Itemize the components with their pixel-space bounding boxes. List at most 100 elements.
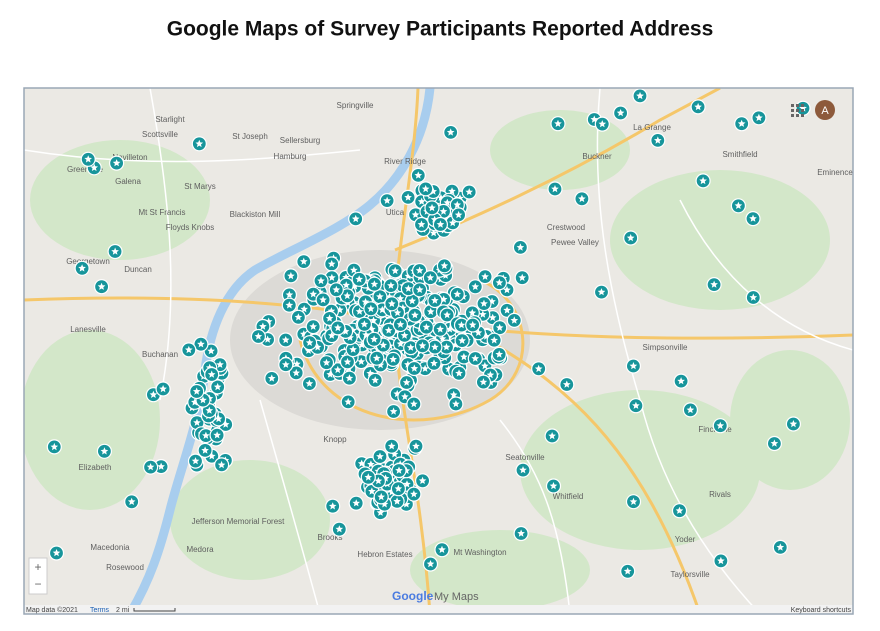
participant-marker[interactable]: [214, 457, 230, 473]
participant-marker[interactable]: [340, 394, 356, 410]
participant-marker[interactable]: [384, 438, 400, 454]
participant-marker[interactable]: [491, 275, 507, 291]
participant-marker[interactable]: [399, 374, 415, 391]
participant-marker[interactable]: [461, 184, 477, 200]
participant-marker[interactable]: [278, 357, 294, 373]
participant-marker[interactable]: [366, 331, 382, 347]
participant-marker[interactable]: [108, 155, 125, 171]
participant-marker[interactable]: [594, 116, 610, 132]
participant-marker[interactable]: [339, 354, 356, 370]
participant-marker[interactable]: [96, 443, 113, 459]
participant-marker[interactable]: [475, 374, 491, 390]
zoom-out[interactable]: −: [34, 577, 41, 591]
participant-marker[interactable]: [456, 349, 472, 365]
participant-marker[interactable]: [477, 269, 493, 285]
participant-marker[interactable]: [155, 381, 171, 397]
participant-marker[interactable]: [422, 556, 439, 572]
participant-marker[interactable]: [427, 339, 443, 355]
participant-marker[interactable]: [210, 379, 226, 395]
participant-marker[interactable]: [730, 198, 747, 214]
participant-marker[interactable]: [278, 332, 294, 348]
participant-marker[interactable]: [451, 365, 467, 381]
participant-marker[interactable]: [302, 335, 318, 351]
participant-marker[interactable]: [389, 493, 405, 509]
participant-marker[interactable]: [341, 370, 357, 386]
participant-marker[interactable]: [407, 307, 423, 323]
participant-marker[interactable]: [181, 342, 197, 358]
participant-marker[interactable]: [449, 286, 465, 302]
participant-marker[interactable]: [331, 521, 347, 537]
participant-marker[interactable]: [325, 498, 341, 514]
participant-marker[interactable]: [712, 418, 728, 434]
participant-marker[interactable]: [625, 358, 642, 374]
participant-marker[interactable]: [424, 200, 440, 216]
participant-marker[interactable]: [283, 268, 299, 284]
participant-marker[interactable]: [690, 99, 706, 115]
participant-marker[interactable]: [491, 346, 507, 362]
participant-marker[interactable]: [439, 307, 455, 323]
participant-marker[interactable]: [545, 478, 562, 494]
participant-marker[interactable]: [795, 100, 811, 116]
participant-marker[interactable]: [351, 271, 367, 287]
participant-marker[interactable]: [745, 211, 761, 227]
participant-marker[interactable]: [387, 263, 403, 279]
participant-marker[interactable]: [191, 136, 207, 152]
participant-marker[interactable]: [476, 296, 492, 312]
participant-marker[interactable]: [418, 319, 434, 335]
participant-marker[interactable]: [372, 448, 388, 465]
participant-marker[interactable]: [390, 481, 406, 497]
participant-marker[interactable]: [74, 260, 90, 276]
participant-marker[interactable]: [46, 439, 62, 455]
participant-marker[interactable]: [412, 282, 428, 298]
participant-marker[interactable]: [410, 167, 426, 183]
participant-marker[interactable]: [197, 442, 213, 458]
participant-marker[interactable]: [381, 322, 397, 338]
participant-marker[interactable]: [281, 297, 297, 313]
participant-marker[interactable]: [93, 279, 110, 295]
participant-marker[interactable]: [612, 105, 629, 121]
participant-marker[interactable]: [406, 486, 422, 502]
participant-marker[interactable]: [414, 338, 431, 354]
participant-marker[interactable]: [623, 230, 639, 246]
participant-marker[interactable]: [413, 216, 430, 233]
participant-marker[interactable]: [574, 191, 590, 207]
participant-marker[interactable]: [406, 360, 422, 377]
participant-marker[interactable]: [625, 494, 642, 510]
participant-marker[interactable]: [432, 216, 448, 233]
participant-marker[interactable]: [427, 292, 443, 309]
participant-marker[interactable]: [682, 402, 699, 418]
terms-link[interactable]: Terms: [90, 607, 110, 614]
participant-marker[interactable]: [288, 365, 304, 381]
participant-marker[interactable]: [467, 279, 483, 295]
participant-marker[interactable]: [550, 116, 566, 132]
participant-marker[interactable]: [415, 473, 431, 489]
participant-marker[interactable]: [436, 258, 452, 274]
keyboard-shortcuts[interactable]: Keyboard shortcuts: [791, 607, 852, 614]
participant-marker[interactable]: [385, 351, 401, 367]
participant-marker[interactable]: [281, 287, 297, 303]
participant-marker[interactable]: [187, 453, 204, 469]
participant-marker[interactable]: [386, 403, 402, 420]
participant-marker[interactable]: [313, 273, 329, 289]
participant-marker[interactable]: [379, 193, 395, 209]
participant-marker[interactable]: [544, 428, 560, 444]
participant-marker[interactable]: [412, 262, 428, 279]
participant-marker[interactable]: [348, 495, 364, 511]
participant-marker[interactable]: [318, 355, 335, 371]
participant-marker[interactable]: [305, 319, 321, 335]
participant-marker[interactable]: [515, 462, 531, 478]
participant-marker[interactable]: [514, 270, 530, 286]
participant-marker[interactable]: [512, 239, 529, 255]
participant-marker[interactable]: [330, 362, 346, 378]
participant-marker[interactable]: [348, 211, 364, 227]
participant-marker[interactable]: [391, 462, 407, 479]
participant-marker[interactable]: [467, 350, 483, 367]
participant-marker[interactable]: [189, 383, 205, 400]
participant-marker[interactable]: [301, 376, 317, 392]
avatar[interactable]: [815, 100, 835, 120]
participant-marker[interactable]: [531, 361, 547, 377]
participant-marker[interactable]: [451, 207, 467, 223]
participant-marker[interactable]: [432, 321, 448, 337]
participant-marker[interactable]: [356, 316, 372, 332]
participant-marker[interactable]: [785, 416, 802, 432]
